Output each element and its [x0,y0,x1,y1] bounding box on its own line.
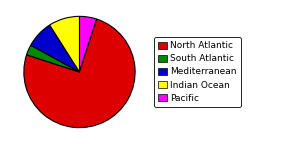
Wedge shape [31,25,79,72]
Wedge shape [24,19,135,128]
Wedge shape [50,16,79,72]
Wedge shape [79,16,97,72]
Wedge shape [27,45,79,72]
Legend: North Atlantic, South Atlantic, Mediterranean, Indian Ocean, Pacific: North Atlantic, South Atlantic, Mediterr… [154,37,241,107]
